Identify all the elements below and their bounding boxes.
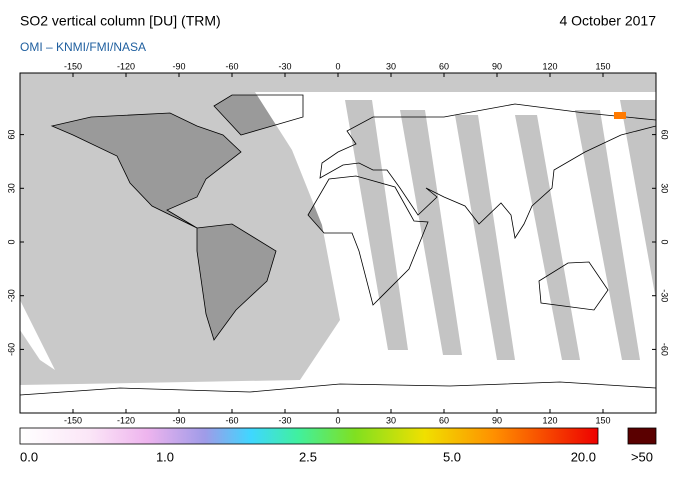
title: SO2 vertical column [DU] (TRM): [20, 13, 221, 29]
lon-tick-label: 90: [492, 61, 502, 71]
lat-tick-label: 30: [660, 183, 670, 193]
colorbar-label: 20.0: [571, 449, 596, 464]
lon-tick-label: -30: [278, 61, 291, 71]
lon-tick-label: -150: [64, 61, 82, 71]
source: OMI – KNMI/FMI/NASA: [20, 40, 146, 54]
lat-tick-label: 60: [6, 130, 16, 140]
coastlines: [20, 94, 656, 396]
lat-tick-label: -60: [660, 343, 670, 356]
lon-tick-label: 30: [386, 61, 396, 71]
lon-tick-label: -150: [64, 415, 82, 425]
lon-tick-label: 30: [386, 415, 396, 425]
colorbar-label: 1.0: [156, 449, 174, 464]
lon-tick-label: -120: [117, 415, 135, 425]
colorbar-label: 2.5: [299, 449, 317, 464]
lon-tick-label: 120: [542, 61, 557, 71]
lon-tick-label: -120: [117, 61, 135, 71]
lon-tick-label: -90: [172, 61, 185, 71]
lon-tick-label: 90: [492, 415, 502, 425]
lon-tick-label: 60: [439, 61, 449, 71]
lat-tick-label: -60: [6, 343, 16, 356]
lon-tick-label: 0: [335, 61, 340, 71]
map: [20, 73, 656, 413]
lon-tick-label: 60: [439, 415, 449, 425]
lat-tick-label: -30: [660, 289, 670, 302]
colorbar-overflow-label: >50: [631, 449, 653, 464]
lat-tick-label: 0: [6, 239, 16, 244]
lon-tick-label: -60: [225, 61, 238, 71]
colorbar-label: 0.0: [20, 449, 38, 464]
lon-tick-label: 0: [335, 415, 340, 425]
lon-tick-label: 150: [595, 61, 610, 71]
lat-tick-label: 0: [660, 239, 670, 244]
orbit-coverage: [20, 300, 55, 370]
lat-tick-label: 30: [6, 183, 16, 193]
orbit-gaps: [345, 100, 656, 360]
lon-tick-label: -30: [278, 415, 291, 425]
so2-hotspot: [614, 112, 626, 119]
date: 4 October 2017: [559, 13, 656, 29]
colorbar-label: 5.0: [443, 449, 461, 464]
colorbar-overflow: [627, 427, 657, 445]
lon-tick-label: 120: [542, 415, 557, 425]
lon-tick-label: -90: [172, 415, 185, 425]
lat-tick-label: -30: [6, 289, 16, 302]
lon-tick-label: -60: [225, 415, 238, 425]
lat-tick-label: 60: [660, 130, 670, 140]
lon-tick-label: 150: [595, 415, 610, 425]
colorbar: [19, 427, 599, 445]
